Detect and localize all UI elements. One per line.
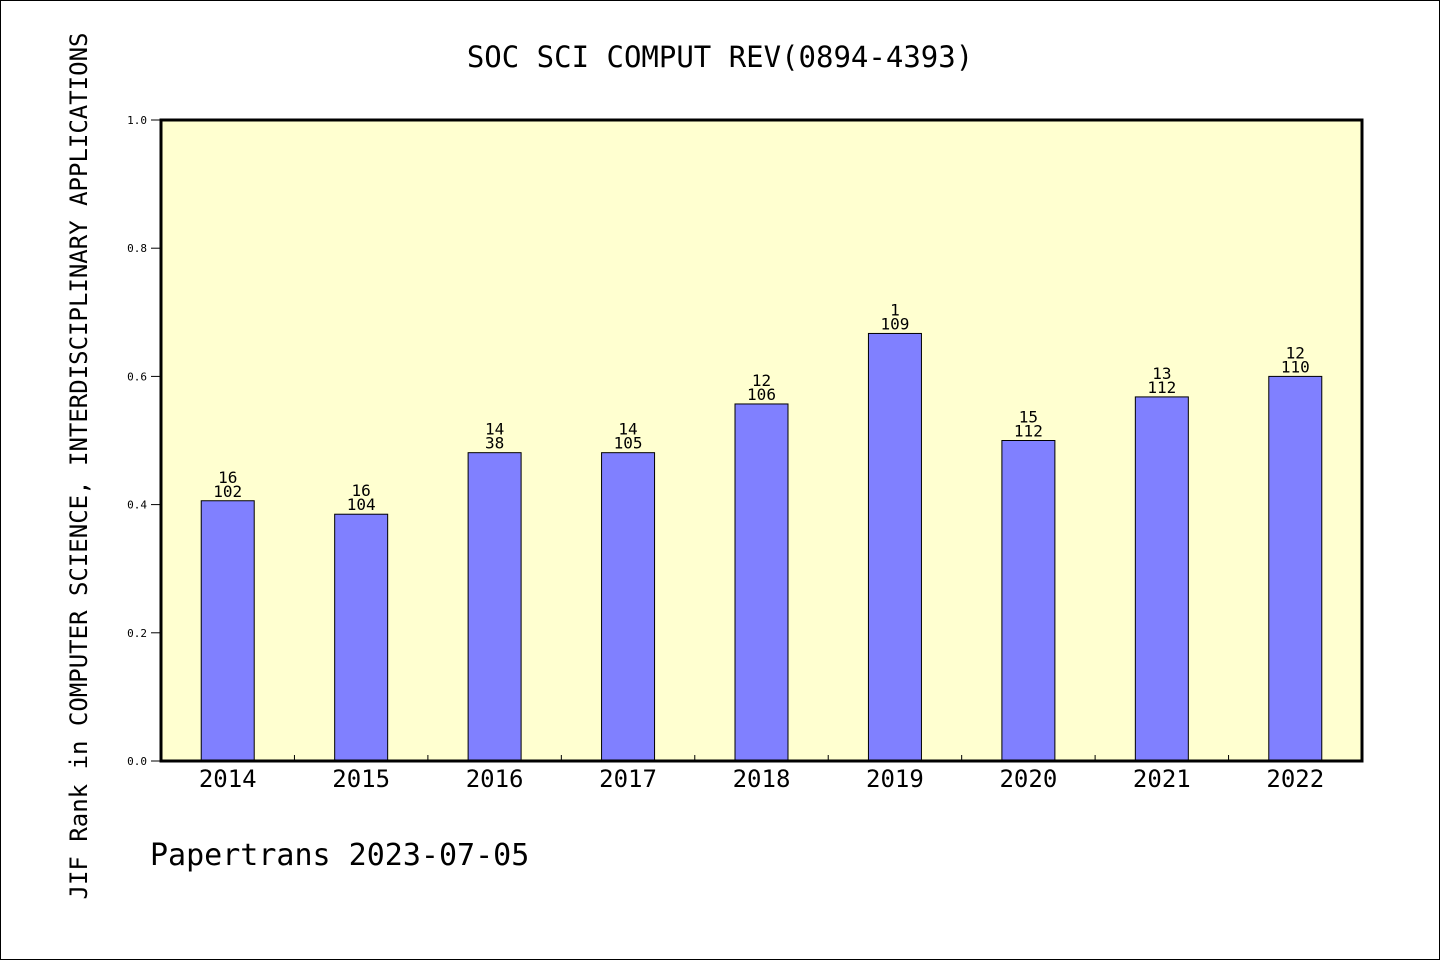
bar-total-label: 104 [347,495,376,514]
x-tick-label: 2018 [733,765,791,793]
x-tick-label: 2022 [1266,765,1324,793]
plot-border [159,118,1364,763]
bar-2016 [467,452,522,762]
bar-total-label: 112 [1014,422,1043,441]
bar-rank-label: 12 [752,371,771,390]
x-tick-label: 2016 [466,765,524,793]
y-tick-label: 0.8 [127,242,147,255]
bar-rank-label: 15 [1019,408,1038,427]
bar-2021 [1134,396,1189,762]
y-axis-label: JIF Rank in COMPUTER SCIENCE, INTERDISCI… [65,33,93,900]
bar-2015 [334,513,389,762]
x-tick-label: 2014 [199,765,257,793]
bar-2017 [601,452,656,762]
bar-2019 [867,332,922,762]
bar-rank-label: 1 [890,300,900,319]
bar-total-label: 105 [614,434,643,453]
bar-rank-label: 14 [618,420,637,439]
x-tick-label: 2015 [332,765,390,793]
bar-total-label: 102 [213,482,242,501]
y-tick-label: 0.2 [127,627,147,640]
bar-total-label: 109 [880,314,909,333]
bar-2014 [200,500,255,762]
x-tick-label: 2017 [599,765,657,793]
bar-total-label: 106 [747,385,776,404]
bar-rank-label: 16 [218,468,237,487]
y-tick-label: 0.6 [127,370,147,383]
y-tick-label: 0.4 [127,499,147,512]
bar-total-label: 110 [1281,357,1310,376]
bar-total-label: 38 [485,434,504,453]
footer-text: Papertrans 2023-07-05 [150,838,529,873]
bar-rank-label: 14 [485,420,504,439]
bar-2022 [1268,375,1323,762]
x-tick-label: 2020 [999,765,1057,793]
chart-title: SOC SCI COMPUT REV(0894-4393) [467,40,973,74]
bar-rank-label: 13 [1152,364,1171,383]
x-tick-label: 2019 [866,765,924,793]
bar-2020 [1001,440,1056,762]
y-tick-label: 1.0 [127,114,147,127]
bar-2018 [734,403,789,762]
x-tick-label: 2021 [1133,765,1191,793]
bar-total-label: 112 [1147,378,1176,397]
y-tick-label: 0.0 [127,755,147,768]
bar-rank-label: 16 [352,481,371,500]
bar-rank-label: 12 [1286,343,1305,362]
